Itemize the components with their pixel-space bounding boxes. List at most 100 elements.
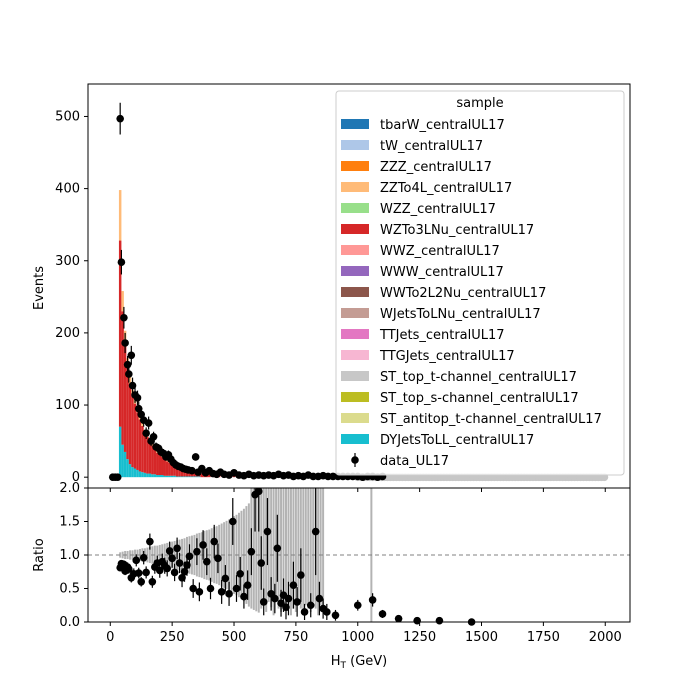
data-point [127, 351, 136, 360]
ratio-uncertainty-band [257, 488, 260, 613]
ratio-point [331, 611, 340, 620]
mc-bar-wz [138, 419, 142, 472]
data-point [116, 114, 124, 123]
ratio-point [300, 608, 309, 616]
main-y-tick-label: 100 [55, 398, 80, 413]
mc-bar-dy [136, 469, 139, 478]
x-tick-label: 0 [106, 630, 114, 645]
ratio-uncertainty-band [312, 488, 315, 602]
ratio-uncertainty-band [287, 488, 290, 606]
mc-bar-dy [131, 467, 134, 478]
ratio-points [116, 487, 476, 626]
data-point [113, 473, 122, 481]
ratio-uncertainty-band [282, 488, 285, 602]
mc-bar-dy [178, 476, 181, 478]
main-y-tick-label: 0 [72, 470, 80, 485]
ratio-point [210, 537, 219, 546]
legend-label: WWW_centralUL17 [380, 265, 504, 280]
ratio-uncertainty-band [302, 488, 305, 616]
mc-bar-wz [165, 461, 169, 476]
ratio-uncertainty-band [225, 520, 228, 590]
ratio-point [170, 568, 179, 577]
mc-bar-wz [143, 431, 147, 473]
mc-bar-wz [121, 311, 124, 445]
mc-bar-wz [188, 470, 191, 477]
ratio-uncertainty-band [156, 545, 159, 565]
mc-bar-dy [190, 476, 194, 478]
ratio-point [413, 616, 421, 625]
ratio-uncertainty-band [210, 528, 213, 582]
ratio-uncertainty-band [198, 532, 201, 578]
mc-bar-dy [188, 476, 191, 478]
ratio-uncertainty-band [294, 488, 297, 612]
mc-bar-wz [161, 456, 164, 476]
mc-bar-wz [168, 462, 171, 476]
ratio-point [243, 581, 252, 589]
mc-bar-dy [123, 451, 127, 478]
legend-label: WZTo3LNu_centralUL17 [380, 223, 534, 238]
mc-bar-dy [128, 464, 132, 478]
ratio-uncertainty-band [240, 510, 243, 600]
ratio-point [163, 564, 171, 573]
mc-bar-dy [161, 475, 164, 478]
mc-bar-dy [170, 475, 174, 478]
mc-bar-wz [141, 425, 144, 473]
ratio-y-tick-label: 2.0 [59, 481, 80, 496]
ratio-point [132, 556, 141, 565]
ratio-point [193, 547, 201, 556]
ratio-uncertainty-band [309, 488, 312, 612]
data-point [191, 453, 200, 461]
mc-bar-wz [173, 465, 176, 476]
ratio-uncertainty-band [148, 546, 151, 564]
ratio-point [142, 568, 150, 577]
main-y-tick-label: 200 [55, 326, 80, 341]
data-point [125, 370, 133, 378]
legend: sample tbarW_centralUL17 tW_centralUL17 ZZ… [335, 90, 625, 476]
ratio-point [240, 592, 248, 601]
ratio-point [315, 594, 324, 603]
ratio-y-tick-label: 1.0 [59, 548, 80, 563]
ratio-point [225, 590, 233, 598]
x-tick-label: 1500 [465, 630, 498, 645]
mc-bar-dy [180, 476, 184, 478]
mc-bar-wz [123, 343, 127, 452]
ratio-y-ticks: 0.0 0.5 1.0 1.5 2.0 [59, 481, 88, 630]
data-point [142, 429, 150, 437]
legend-label: WWTo2L2Nu_centralUL17 [380, 286, 546, 301]
ratio-uncertainty-band [304, 488, 307, 606]
ratio-y-tick-label: 0.5 [59, 582, 80, 597]
ratio-uncertainty-band [163, 543, 166, 567]
ratio-uncertainty-band [272, 488, 275, 616]
mc-bar-dy [173, 475, 176, 478]
legend-swatch [341, 245, 369, 255]
ratio-uncertainty-band [307, 488, 310, 609]
ratio-point [273, 544, 282, 553]
mc-bar-dy [193, 476, 196, 478]
ratio-uncertainty-band [322, 488, 325, 609]
mc-bar-zz [138, 416, 142, 420]
mc-bar-dy [183, 476, 186, 478]
legend-swatch [341, 287, 369, 297]
mc-bar-wz [170, 464, 174, 476]
legend-swatch [341, 392, 369, 402]
legend-label: WZZ_centralUL17 [380, 202, 496, 217]
legend-label: TTJets_centralUL17 [379, 328, 505, 343]
ratio-point [297, 571, 305, 579]
ratio-point [175, 559, 184, 567]
legend-label: data_UL17 [380, 454, 449, 469]
ratio-point [394, 614, 403, 623]
ratio-point [271, 594, 279, 603]
mc-bar-dy [133, 468, 137, 478]
ratio-point [289, 581, 298, 589]
ratio-uncertainty-band [183, 538, 186, 572]
x-tick-label: 2000 [589, 630, 622, 645]
x-tick-label: 1750 [527, 630, 560, 645]
mc-bar-dy [195, 476, 199, 478]
legend-label: WJetsToLNu_centralUL17 [380, 307, 541, 322]
mc-bar-dy [146, 473, 149, 478]
ratio-point [232, 584, 241, 593]
mc-bar-dy [141, 472, 144, 478]
mc-bar-dy [158, 475, 162, 478]
mc-bar-dy [163, 475, 166, 478]
